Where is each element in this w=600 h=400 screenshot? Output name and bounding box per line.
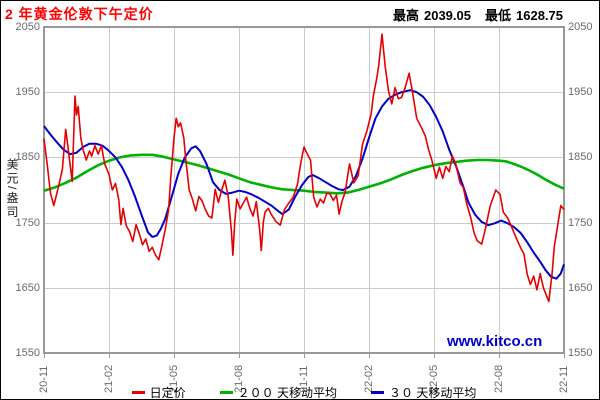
y-axis-tick-label-right: 1650 xyxy=(568,281,593,294)
y-axis-tick-label-left: 1550 xyxy=(15,347,40,359)
kitco-watermark: www.kitco.cn xyxy=(447,333,543,350)
series-line-2 xyxy=(43,89,565,280)
y-axis-tick-label-right: 1950 xyxy=(568,86,593,99)
legend-label-daily: 日定价 xyxy=(149,386,186,400)
legend-label-ma30: ３０ 天移动平均 xyxy=(389,386,477,400)
legend: 日定价 ２００ 天移动平均 ３０ 天移动平均 xyxy=(44,384,564,400)
y-axis-tick-label-right: 1550 xyxy=(568,347,593,359)
y-axis-tick-label-left: 1850 xyxy=(15,151,40,164)
high-low-stats: 最高 2039.05 最低 1628.75 xyxy=(393,5,563,24)
daily-line-swatch-icon xyxy=(131,391,145,394)
y-axis-tick-label-left: 1650 xyxy=(15,281,40,294)
legend-item-ma30: ３０ 天移动平均 xyxy=(371,384,477,400)
series-line-1 xyxy=(43,153,565,195)
y-axis-tick-label-right: 1850 xyxy=(568,151,593,164)
legend-label-ma200: ２００ 天移动平均 xyxy=(237,386,337,400)
high-label: 最高 xyxy=(392,8,419,23)
low-label: 最低 xyxy=(484,8,511,23)
legend-item-daily: 日定价 xyxy=(131,384,186,400)
low-value: 1628.75 xyxy=(516,8,563,23)
y-axis-tick-label-left: 2050 xyxy=(15,21,40,33)
chart-title: 2 年黄金伦敦下午定价 xyxy=(5,6,154,22)
y-axis-tick-label-right: 1750 xyxy=(568,216,593,229)
high-value: 2039.05 xyxy=(423,8,471,23)
legend-item-ma200: ２００ 天移动平均 xyxy=(219,384,337,400)
series-line-0 xyxy=(43,33,565,303)
ma200-line-swatch-icon xyxy=(219,391,233,394)
ma30-line-swatch-icon xyxy=(371,391,384,394)
y-axis-tick-label-left: 1950 xyxy=(15,86,40,99)
y-axis-tick-label-right: 2050 xyxy=(568,21,593,33)
y-axis-tick-label-left: 1750 xyxy=(15,216,40,229)
y-axis-unit-label: 美元/盎司 xyxy=(5,158,19,220)
